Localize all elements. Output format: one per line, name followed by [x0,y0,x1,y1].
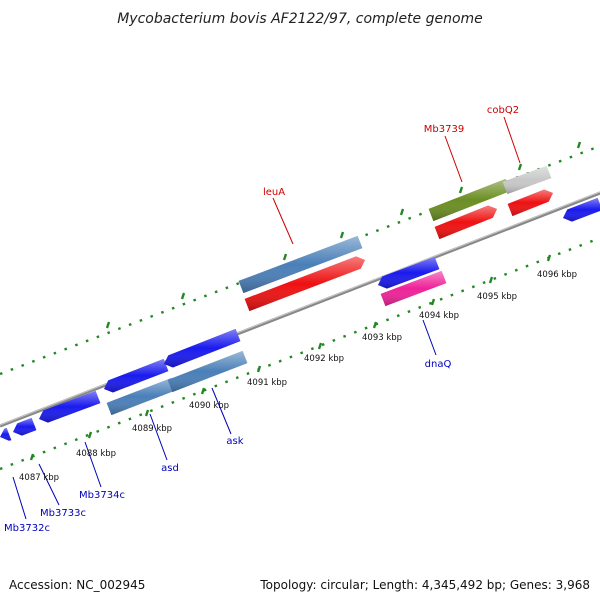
lower-ruler-major-ticks [29,254,552,461]
feature-red-Mb3739-shading [434,205,497,240]
feature-blue-3-shading [39,390,101,423]
leader-cobQ2 [503,116,521,164]
gene-labels: cobQ2 Mb3739 leuA dnaQ ask asd Mb3734c M… [4,105,519,534]
feature-blue-dnaQ-shading [378,256,440,289]
feature-blue-4-shading [104,358,169,393]
leader-dnaQ [422,319,437,356]
scale-label: 4089 kbp [132,424,172,434]
leader-Mb3732c [12,476,27,520]
map-title: Mycobacterium bovis AF2122/97, complete … [117,11,483,27]
accession-text: Accession: NC_002945 [9,578,146,592]
scale-label: 4094 kbp [419,311,459,321]
feature-olive-Mb3739-shading [428,178,511,222]
gene-label-Mb3733c: Mb3733c [40,508,86,519]
feature-steelblue-leuA-shading [238,235,363,294]
scale-label: 4096 kbp [537,270,577,280]
gene-label-asd: asd [161,463,179,474]
feature-blue-right-shading [563,197,600,222]
scale-label: 4095 kbp [477,292,517,302]
scale-label: 4088 kbp [76,449,116,459]
feature-red-leuA-shading [244,256,365,312]
feature-blue-5-shading [164,328,241,368]
gene-label-Mb3734c: Mb3734c [79,490,125,501]
feature-track [0,165,600,441]
gene-label-Mb3732c: Mb3732c [4,523,50,534]
scale-label: 4091 kbp [247,378,287,388]
feature-steelblue-asd-shading [106,377,177,416]
gene-label-leuA: leuA [263,187,285,198]
leader-Mb3734c [84,441,102,488]
leader-asd [149,413,168,461]
genome-backbone-highlight [0,191,600,426]
leader-Mb3733c [38,463,60,506]
feature-magenta-dnaQ-shading [380,270,447,307]
genome-backbone [0,191,600,428]
leader-lines [12,116,521,520]
topology-text: Topology: circular; Length: 4,345,492 bp… [260,578,590,592]
gene-label-Mb3739: Mb3739 [424,124,464,135]
feature-blue-2-shading [13,417,37,436]
feature-red-cobQ2-shading [507,189,553,217]
scale-label: 4087 kbp [19,473,59,483]
scale-label: 4093 kbp [362,333,402,343]
leader-leuA [272,197,294,245]
gene-label-dnaQ: dnaQ [425,359,452,370]
gene-label-cobQ2: cobQ2 [487,105,519,116]
scale-label: 4090 kbp [189,401,229,411]
leader-Mb3739 [444,135,463,183]
feature-steelblue-ask-shading [167,350,248,393]
upper-ruler-major-ticks [105,141,582,329]
gene-label-ask: ask [226,436,243,447]
scale-labels: 4087 kbp 4088 kbp 4089 kbp 4090 kbp 4091… [19,270,577,483]
feature-grey-cobQ2-shading [502,165,552,195]
feature-blue-1-shading [0,427,12,441]
leader-ask [211,387,232,435]
scale-label: 4092 kbp [304,354,344,364]
